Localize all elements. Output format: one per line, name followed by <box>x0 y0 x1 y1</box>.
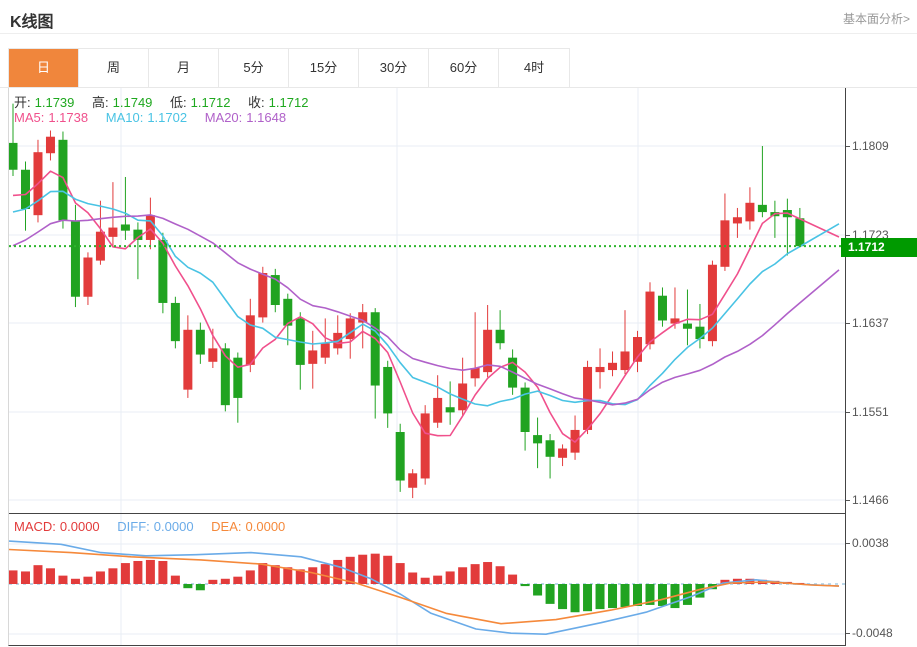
y-tick-3: 1.1637 <box>846 316 889 330</box>
chart-area <box>8 88 846 646</box>
macd-legend: MACD: 0.0000 DIFF: 0.0000 DEA: 0.0000 <box>14 519 289 534</box>
tab-4hour[interactable]: 4时 <box>523 60 545 75</box>
ohlc-legend: 开: 1.1739 高: 1.1749 低: 1.1712 收: 1.1712 <box>14 92 312 111</box>
tick-dash <box>846 500 850 502</box>
macd-chart <box>9 514 845 645</box>
candlestick-chart <box>9 88 845 513</box>
diff-label: DIFF: <box>117 519 150 534</box>
ma5-label: MA5: <box>14 110 45 125</box>
y-tick-4: 1.1551 <box>846 405 889 419</box>
close-label: 收: <box>248 95 265 110</box>
low-label: 低: <box>170 95 187 110</box>
ma20-label: MA20: <box>204 110 243 125</box>
tick-dash <box>846 235 850 237</box>
tick-dash <box>846 412 850 414</box>
low-value: 1.1712 <box>190 95 231 110</box>
ma20-value: 1.1648 <box>246 110 287 125</box>
open-label: 开: <box>14 95 31 110</box>
page-title: K线图 <box>10 14 54 31</box>
y-tick-1: 1.1809 <box>846 139 889 153</box>
tab-5min[interactable]: 5分 <box>219 49 289 87</box>
ma-legend: MA5: 1.1738 MA10: 1.1702 MA20: 1.1648 <box>14 110 290 125</box>
tab-week[interactable]: 周 <box>79 49 149 87</box>
high-value: 1.1749 <box>112 95 153 110</box>
macd-tick-1: 0.0038 <box>846 536 889 550</box>
interval-tab-bar: 日 周 月 5分 15分 30分 60分 4时 <box>8 48 570 88</box>
macd-value: 0.0000 <box>59 519 100 534</box>
diff-value: 0.0000 <box>153 519 194 534</box>
tab-30min[interactable]: 30分 <box>359 49 429 87</box>
ma5-value: 1.1738 <box>48 110 89 125</box>
tick-dash <box>846 633 850 635</box>
ma10-label: MA10: <box>105 110 144 125</box>
open-value: 1.1739 <box>34 95 75 110</box>
fundamental-analysis-link[interactable]: 基本面分析> <box>842 12 910 26</box>
tab-60min[interactable]: 60分 <box>429 49 499 87</box>
dea-value: 0.0000 <box>245 519 286 534</box>
ma10-value: 1.1702 <box>147 110 188 125</box>
tab-15min[interactable]: 15分 <box>289 49 359 87</box>
tabbar-divider <box>0 87 917 88</box>
tab-month[interactable]: 月 <box>149 49 219 87</box>
dea-label: DEA: <box>211 519 242 534</box>
high-label: 高: <box>92 95 109 110</box>
macd-panel <box>9 513 845 645</box>
tab-day[interactable]: 日 <box>9 49 79 87</box>
macd-label: MACD: <box>14 519 56 534</box>
tick-dash <box>846 543 850 545</box>
tick-dash <box>846 146 850 148</box>
y-tick-5: 1.1466 <box>846 493 889 507</box>
title-divider <box>0 33 917 34</box>
macd-tick-2: -0.0048 <box>846 626 893 640</box>
last-price-tag: 1.1712 <box>841 238 917 257</box>
tick-dash <box>846 323 850 325</box>
close-value: 1.1712 <box>268 95 309 110</box>
